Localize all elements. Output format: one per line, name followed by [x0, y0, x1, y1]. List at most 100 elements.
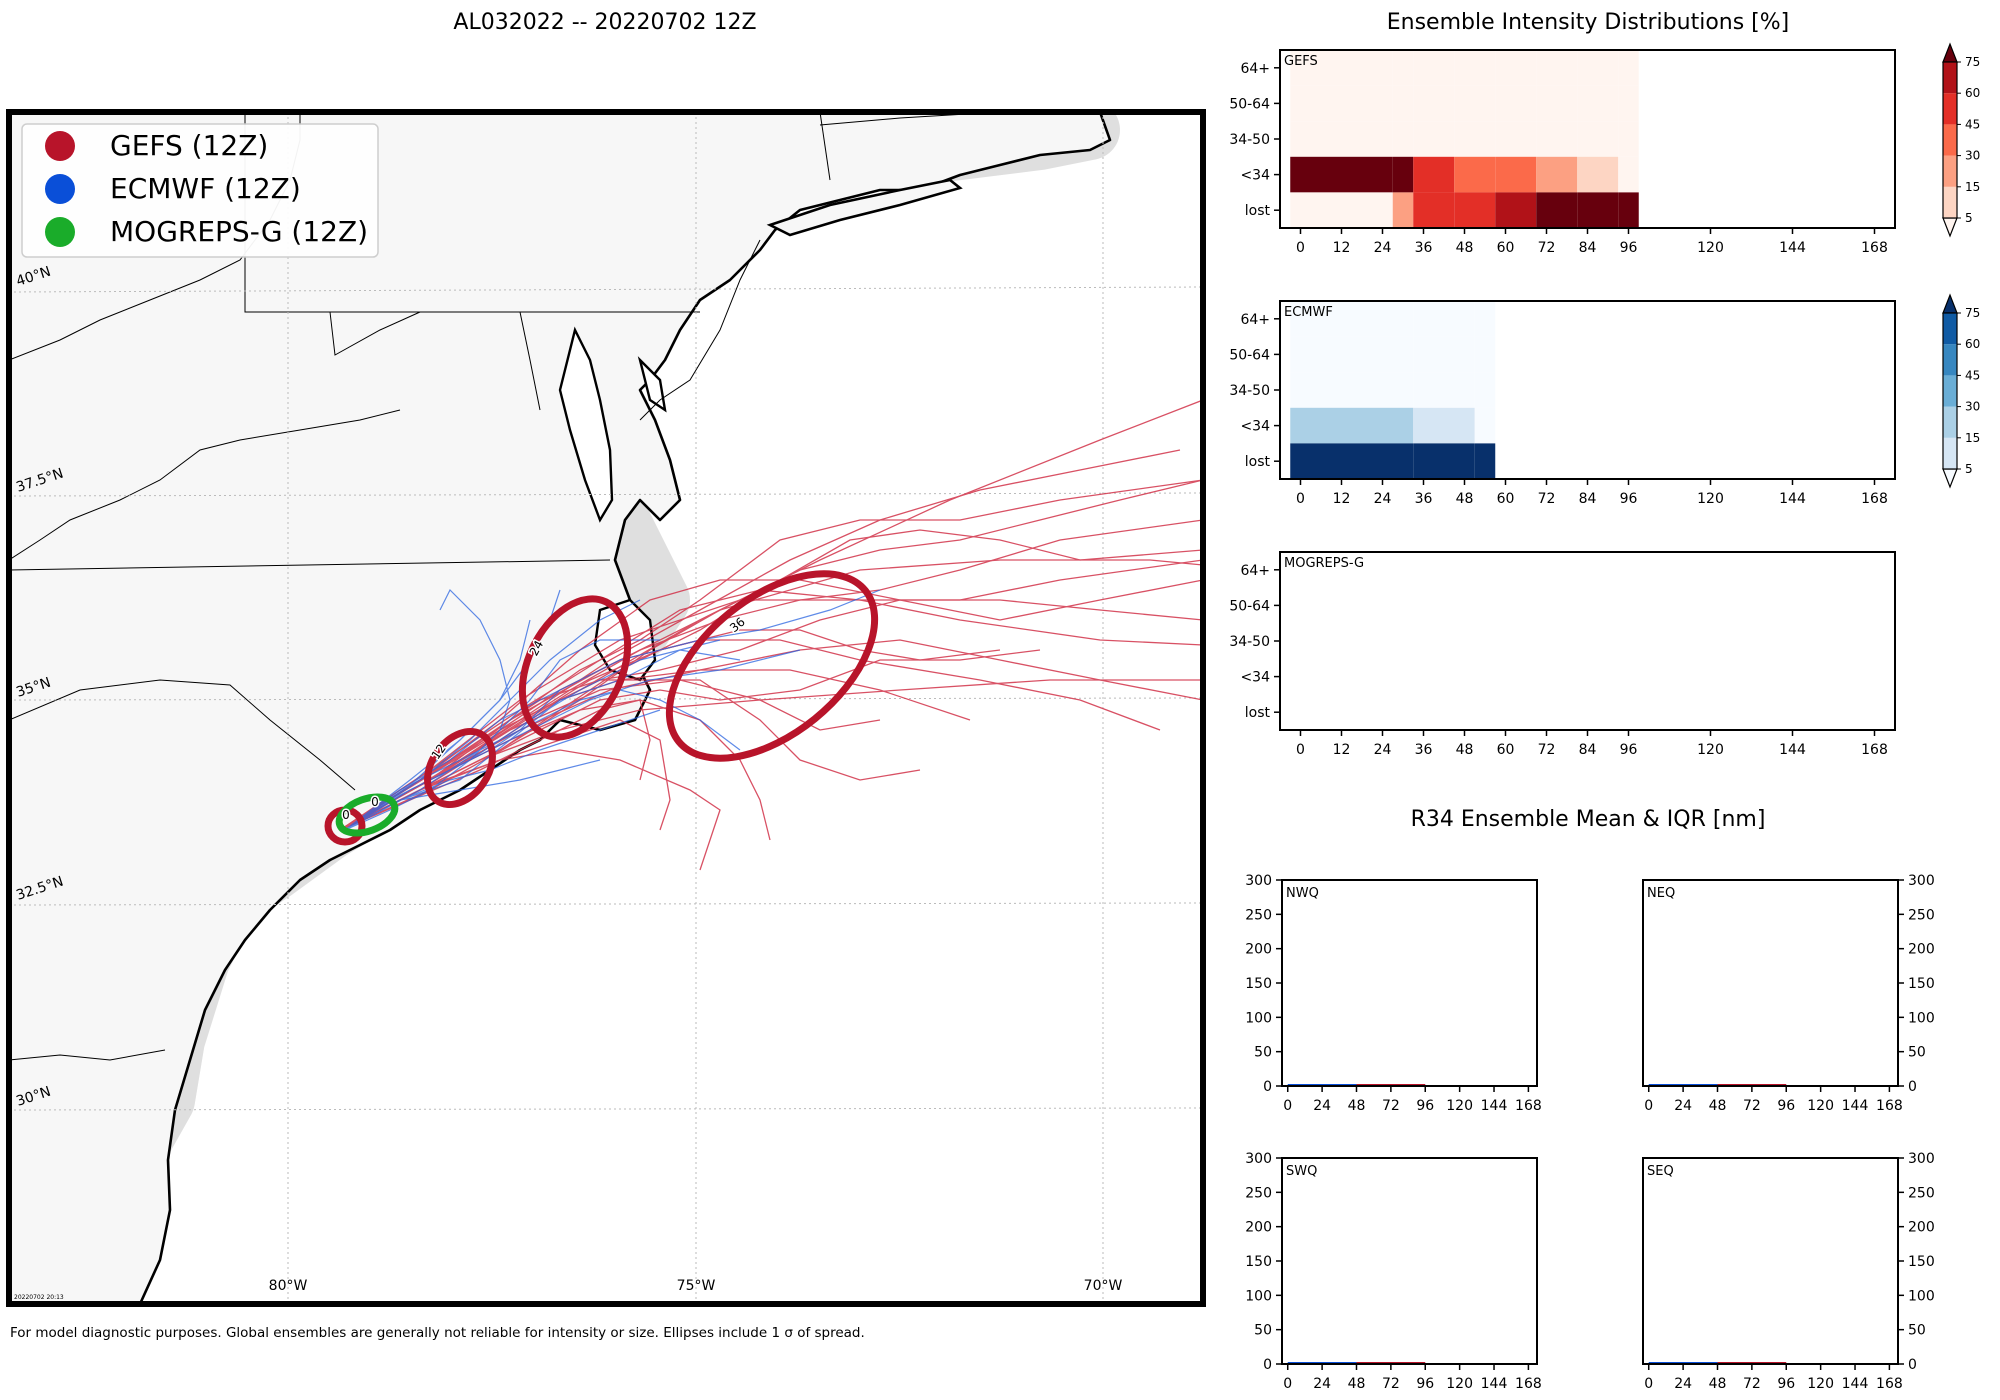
y-tick-label: 50 — [1254, 1045, 1272, 1061]
x-tick-label: 96 — [1777, 1098, 1795, 1114]
gefs-ellipse-12 — [424, 728, 496, 808]
x-tick-label: 0 — [1296, 742, 1305, 758]
y-tick-label: 250 — [1908, 907, 1935, 923]
x-tick-label: 60 — [1497, 742, 1515, 758]
track-map: 0 0 12 24 36 40°N 37.5°N 35°N 32.5°N 30°… — [6, 109, 1206, 1307]
x-tick-label: 84 — [1579, 742, 1597, 758]
legend-marker-mogreps — [45, 217, 75, 247]
x-tick-label: 72 — [1382, 1376, 1400, 1392]
heatmap-cell — [1392, 85, 1414, 122]
heatmap-cell — [1618, 85, 1639, 122]
heatmap-cell — [1413, 50, 1455, 86]
x-tick-label: 96 — [1416, 1376, 1434, 1392]
heatmap-cell — [1474, 336, 1496, 373]
colorbar-segment — [1943, 186, 1957, 218]
heatmap-cell — [1536, 85, 1578, 122]
heatmap-cell — [1536, 192, 1578, 228]
long-island — [766, 178, 963, 237]
legend-entry-gefs: GEFS (12Z) — [45, 129, 268, 162]
y-tick-label: 300 — [1908, 1151, 1935, 1167]
x-tick-label: 96 — [1777, 1376, 1795, 1392]
x-tick-label: 24 — [1313, 1376, 1331, 1392]
y-tick-label: 100 — [1245, 1010, 1272, 1026]
heatmap-cell — [1474, 443, 1496, 479]
heatmap-cell — [1618, 121, 1639, 157]
x-tick-label: 72 — [1538, 491, 1556, 507]
main-title: AL032022 -- 20220702 12Z — [453, 10, 756, 35]
ellipse-label: 0 — [371, 795, 379, 809]
lon-label: 75°W — [677, 1278, 716, 1294]
x-tick-label: 144 — [1481, 1376, 1508, 1392]
colorbar-gefs: 5 15 30 45 60 75 — [1942, 42, 1980, 238]
legend-label-gefs: GEFS (12Z) — [110, 129, 268, 162]
r34-frame — [1281, 879, 1538, 1087]
y-tick-label: 0 — [1263, 1357, 1272, 1373]
heatmap-cell — [1577, 121, 1619, 157]
heatmap-panel-label: MOGREPS-G — [1284, 556, 1364, 571]
colorbar-tick-label: 5 — [1965, 211, 1973, 225]
x-tick-label: 168 — [1861, 491, 1888, 507]
x-tick-label: 168 — [1861, 240, 1888, 256]
gefs-ellipse-24 — [518, 595, 632, 741]
y-tick-label: 0 — [1263, 1079, 1272, 1095]
y-tick-label: 0 — [1908, 1079, 1917, 1095]
heatmap-cell — [1577, 192, 1619, 228]
y-tick-label: 64+ — [1240, 563, 1270, 579]
heatmap-cell — [1290, 407, 1414, 444]
heatmap-panel-label: ECMWF — [1284, 305, 1333, 320]
r34-panel-label: SWQ — [1286, 1164, 1317, 1179]
x-tick-label: 0 — [1644, 1098, 1653, 1114]
heatmap-cell — [1536, 156, 1578, 193]
x-tick-label: 120 — [1446, 1098, 1473, 1114]
x-tick-label: 48 — [1456, 742, 1474, 758]
x-tick-label: 36 — [1415, 742, 1433, 758]
y-tick-label: 50-64 — [1229, 598, 1270, 614]
legend: GEFS (12Z) ECMWF (12Z) MOGREPS-G (12Z) — [21, 123, 379, 258]
x-tick-label: 120 — [1697, 240, 1724, 256]
x-tick-label: 120 — [1807, 1098, 1834, 1114]
x-tick-label: 24 — [1374, 240, 1392, 256]
r34-frame — [1642, 1157, 1899, 1365]
heatmap-panel-label: GEFS — [1284, 54, 1318, 69]
x-tick-label: 48 — [1709, 1376, 1727, 1392]
bay-water — [558, 326, 614, 523]
y-tick-label: 50 — [1908, 1045, 1926, 1061]
r34-panel-nwq: NWQ 0 50 100 150 200 250 300 0 24 48 72 96 120 144 168 — [1245, 873, 1542, 1114]
heatmap-panel-ecmwf: ECMWF lost <34 34-50 50-64 64+ 0 12 24 36 48 60 72 84… — [1229, 293, 1980, 507]
r34-panel-seq: SEQ 0 50 100 150 200 250 300 0 24 48 72 96 120 144 168 — [1642, 1151, 1935, 1392]
x-tick-label: 60 — [1497, 491, 1515, 507]
x-tick-label: 144 — [1779, 742, 1806, 758]
y-tick-label: 64+ — [1240, 61, 1270, 77]
x-tick-label: 48 — [1348, 1098, 1366, 1114]
x-tick-label: 48 — [1456, 240, 1474, 256]
x-tick-label: 144 — [1842, 1098, 1869, 1114]
colorbar-segment — [1943, 155, 1957, 187]
lon-labels: 80°W 75°W 70°W — [269, 1278, 1123, 1294]
x-tick-label: 72 — [1743, 1376, 1761, 1392]
x-tick-label: 144 — [1842, 1376, 1869, 1392]
colorbar-tick-label: 75 — [1965, 55, 1980, 69]
x-tick-label: 72 — [1382, 1098, 1400, 1114]
r34-panel-neq: NEQ 0 50 100 150 200 250 300 0 24 48 72 96 120 144 168 — [1642, 873, 1935, 1114]
y-tick-label: lost — [1245, 454, 1271, 470]
x-tick-label: 120 — [1697, 491, 1724, 507]
x-tick-label: 24 — [1374, 742, 1392, 758]
colorbar-segment — [1943, 344, 1957, 376]
heatmap-cell — [1577, 50, 1619, 86]
colorbar-segment — [1943, 93, 1957, 125]
heatmap-cell — [1413, 407, 1475, 444]
legend-box — [21, 123, 379, 258]
heatmap-cell — [1413, 192, 1455, 228]
y-tick-label: 150 — [1908, 1254, 1935, 1270]
heatmap-cell — [1392, 121, 1414, 157]
heatmap-cell — [1413, 336, 1475, 373]
ellipse-label: 0 — [342, 808, 350, 822]
x-tick-label: 96 — [1416, 1098, 1434, 1114]
heatmap-cell — [1413, 301, 1475, 337]
colorbar-extend-high — [1942, 293, 1958, 314]
colorbar-tick-label: 60 — [1965, 86, 1980, 100]
legend-marker-gefs — [45, 131, 75, 161]
bay-water-2 — [637, 356, 667, 413]
